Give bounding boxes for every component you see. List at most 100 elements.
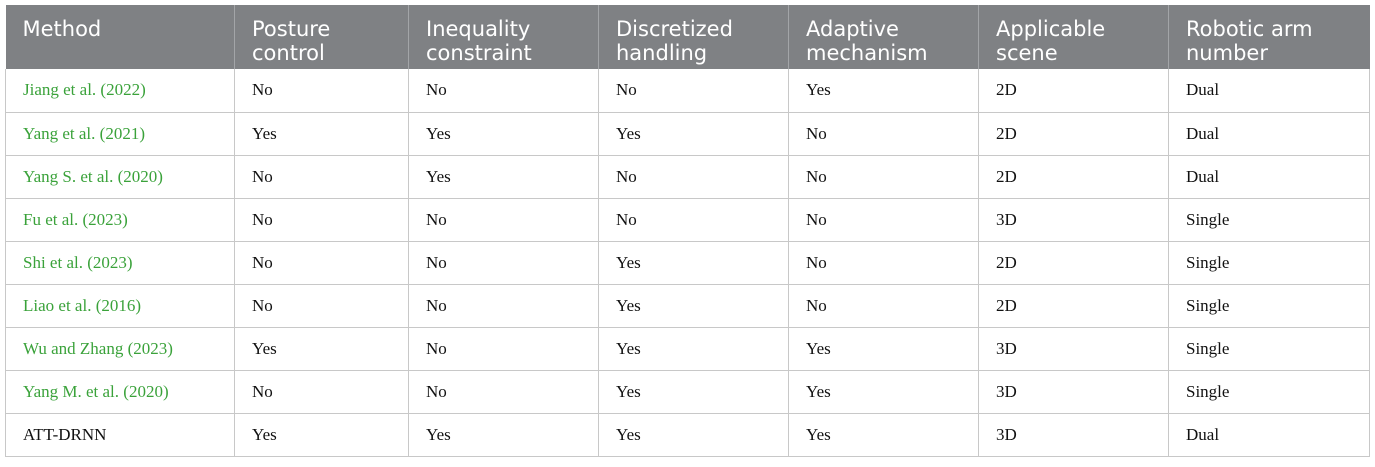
column-header-line: handling	[616, 41, 708, 65]
posture-cell: No	[234, 154, 409, 199]
discretized-cell: Yes	[598, 412, 789, 457]
discretized-cell: Yes	[598, 326, 789, 371]
citation-year-link[interactable]: 2021	[105, 123, 140, 143]
adaptive-cell: Yes	[788, 369, 979, 414]
table-body: Jiang et al. (2022) No No No Yes 2D Dual Yang e…	[5, 69, 1370, 457]
adaptive-cell: Yes	[788, 412, 979, 457]
method-cell: Jiang et al. (2022)	[5, 69, 235, 113]
citation-close-link[interactable]: )	[139, 123, 145, 143]
method-cell: Liao et al. (2016)	[5, 283, 235, 328]
inequality-cell: No	[408, 240, 599, 285]
discretized-cell: Yes	[598, 240, 789, 285]
posture-cell: Yes	[234, 111, 409, 156]
scene-cell: 3D	[978, 412, 1169, 457]
citation-year-link[interactable]: 2022	[106, 80, 141, 100]
header-row: Method Posture control Inequality constraint…	[5, 5, 1370, 69]
table-row: Wu and Zhang (2023) Yes No Yes Yes 3D Single	[5, 326, 1370, 371]
scene-cell: 2D	[978, 240, 1169, 285]
column-header-line: Method	[22, 17, 102, 41]
column-header-line: Robotic arm	[1186, 17, 1313, 41]
adaptive-cell: No	[788, 197, 979, 242]
citation-author-link[interactable]: Shi et al. (	[23, 252, 93, 272]
arm-cell: Single	[1168, 326, 1370, 371]
inequality-cell: No	[408, 69, 599, 113]
citation-author-link[interactable]: Fu et al. (	[23, 209, 89, 229]
table-row: Yang et al. (2021) Yes Yes Yes No 2D Dual	[5, 111, 1370, 156]
citation-year-link[interactable]: 2023	[88, 209, 123, 229]
posture-cell: Yes	[234, 326, 409, 371]
citation-author-link[interactable]: Yang et al. (	[23, 123, 106, 143]
citation-author-link[interactable]: Liao et al. (	[23, 295, 102, 315]
column-header-adaptive-mechanism: Adaptive mechanism	[788, 5, 979, 69]
table-row: Fu et al. (2023) No No No No 3D Single	[5, 197, 1370, 242]
posture-cell: No	[234, 197, 409, 242]
column-header-inequality-constraint: Inequality constraint	[408, 5, 599, 69]
scene-cell: 2D	[978, 69, 1169, 113]
arm-cell: Single	[1168, 283, 1370, 328]
scene-cell: 2D	[978, 283, 1169, 328]
citation-year-link[interactable]: 2020	[123, 166, 158, 186]
scene-cell: 3D	[978, 197, 1169, 242]
citation-close-link[interactable]: )	[122, 209, 128, 229]
citation-close-link[interactable]: )	[140, 80, 146, 100]
scene-cell: 2D	[978, 111, 1169, 156]
column-header-line: mechanism	[806, 41, 928, 65]
column-header-line: constraint	[426, 41, 532, 65]
column-header-line: control	[252, 41, 325, 65]
inequality-cell: Yes	[408, 154, 599, 199]
discretized-cell: Yes	[598, 369, 789, 414]
column-header-line: Discretized	[616, 17, 733, 41]
arm-cell: Single	[1168, 240, 1370, 285]
comparison-table: Method Posture control Inequality constraint…	[5, 5, 1370, 457]
column-header-line: Inequality	[426, 17, 531, 41]
arm-cell: Dual	[1168, 111, 1370, 156]
method-name: ATT-DRNN	[23, 424, 107, 444]
inequality-cell: No	[408, 197, 599, 242]
method-cell: Yang et al. (2021)	[5, 111, 235, 156]
table-row: ATT-DRNN Yes Yes Yes Yes 3D Dual	[5, 412, 1370, 457]
discretized-cell: No	[598, 197, 789, 242]
column-header-line: number	[1186, 41, 1268, 65]
discretized-cell: No	[598, 154, 789, 199]
adaptive-cell: No	[788, 154, 979, 199]
citation-author-link[interactable]: Yang M. et al. (	[23, 381, 129, 401]
arm-cell: Single	[1168, 197, 1370, 242]
citation-year-link[interactable]: 2020	[128, 381, 163, 401]
citation-close-link[interactable]: )	[162, 381, 169, 401]
discretized-cell: No	[598, 69, 789, 113]
inequality-cell: No	[408, 283, 599, 328]
adaptive-cell: No	[788, 240, 979, 285]
citation-close-link[interactable]: )	[157, 166, 163, 186]
citation-year-link[interactable]: 2023	[133, 338, 168, 358]
method-cell: Shi et al. (2023)	[5, 240, 235, 285]
arm-cell: Dual	[1168, 69, 1370, 113]
posture-cell: No	[234, 283, 409, 328]
column-header-posture-control: Posture control	[234, 5, 409, 69]
discretized-cell: Yes	[598, 283, 789, 328]
citation-year-link[interactable]: 2023	[92, 252, 127, 272]
column-header-method: Method	[5, 5, 235, 69]
table-row: Liao et al. (2016) No No Yes No 2D Single	[5, 283, 1370, 328]
comparison-table-container: Method Posture control Inequality constraint…	[5, 5, 1370, 457]
citation-close-link[interactable]: )	[135, 295, 142, 315]
inequality-cell: No	[408, 326, 599, 371]
citation-author-link[interactable]: Jiang et al. (	[23, 80, 107, 100]
scene-cell: 2D	[978, 154, 1169, 199]
arm-cell: Single	[1168, 369, 1370, 414]
arm-cell: Dual	[1168, 154, 1370, 199]
posture-cell: No	[234, 369, 409, 414]
citation-close-link[interactable]: )	[167, 338, 173, 358]
column-header-line: scene	[996, 41, 1058, 65]
posture-cell: No	[234, 69, 409, 113]
citation-year-link[interactable]: 2016	[101, 295, 136, 315]
citation-close-link[interactable]: )	[126, 252, 133, 272]
posture-cell: Yes	[234, 412, 409, 457]
citation-author-link[interactable]: Wu and Zhang (	[23, 338, 134, 358]
adaptive-cell: Yes	[788, 326, 979, 371]
method-cell: Yang M. et al. (2020)	[5, 369, 235, 414]
method-cell: Yang S. et al. (2020)	[5, 154, 235, 199]
citation-author-link[interactable]: Yang S. et al. (	[23, 166, 124, 186]
adaptive-cell: No	[788, 283, 979, 328]
adaptive-cell: Yes	[788, 69, 979, 113]
method-cell: Fu et al. (2023)	[5, 197, 235, 242]
